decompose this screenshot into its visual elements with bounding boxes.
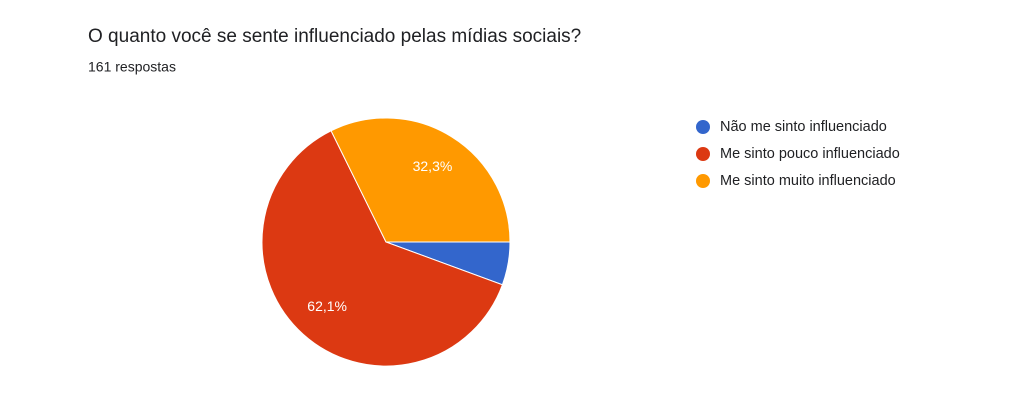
legend-marker [696,174,710,188]
chart-subtitle: 161 respostas [88,59,176,75]
legend-label: Não me sinto influenciado [720,119,887,135]
pie-slice [261,130,504,367]
legend-marker [696,147,710,161]
data-label: 62,1% [307,298,347,314]
data-label: 32,3% [413,158,453,174]
legend-label: Me sinto pouco influenciado [720,146,900,162]
chart-title: O quanto você se sente influenciado pela… [88,26,581,47]
legend-label: Me sinto muito influenciado [720,173,896,189]
legend-marker [696,120,710,134]
pie-slice [330,117,511,243]
